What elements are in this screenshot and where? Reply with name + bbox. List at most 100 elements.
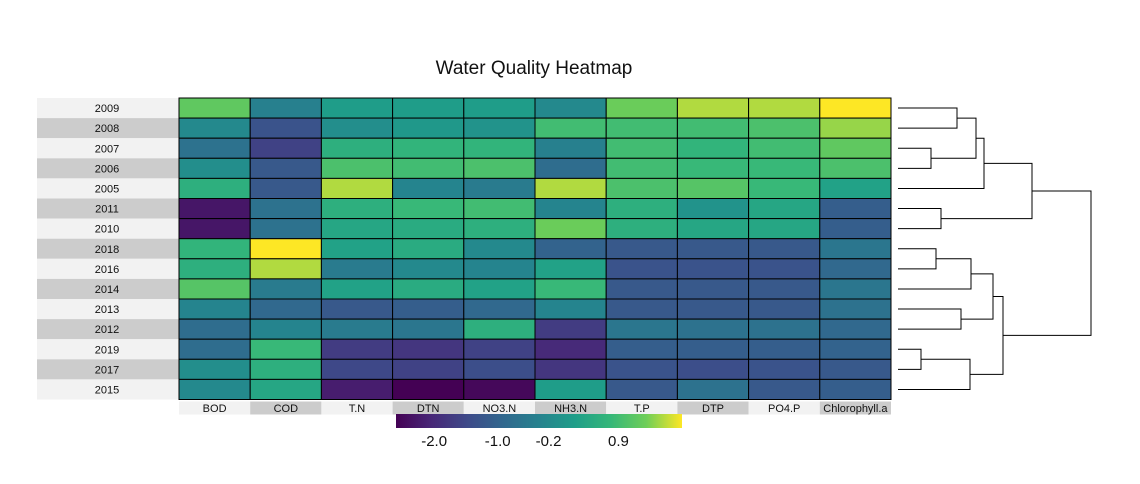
cell-2005-COD [249,177,322,199]
dendrogram-branch-J [898,308,962,330]
cell-2010-Chlorophyll.a [819,218,892,240]
cell-2008-DTN [392,117,465,139]
row-label-bg-2007 [37,138,179,159]
row-label-2007: 2007 [95,143,119,155]
cell-2013-T.P [605,298,678,320]
cell-2010-DTN [392,218,465,240]
cell-2010-T.N [320,218,394,240]
cell-2011-BOD [178,198,251,220]
cell-2006-DTN [392,157,465,179]
column-label-BOD: BOD [203,403,227,415]
heatmap-cells [178,97,892,400]
column-label-DTN: DTN [417,403,440,415]
cell-2019-DTP [676,338,750,360]
cell-2014-T.P [605,278,678,300]
cell-2013-DTP [676,298,750,320]
cell-2013-DTN [392,298,465,320]
column-label-bg-T.N [321,401,393,415]
cell-2016-T.N [320,258,394,280]
cell-2013-NO3.N [463,298,536,320]
cell-2016-COD [249,258,322,280]
row-label-2012: 2012 [95,324,119,336]
row-label-2011: 2011 [95,204,119,216]
row-label-bg-2013 [37,299,179,320]
cell-2005-T.P [605,177,678,199]
column-label-COD: COD [274,403,299,415]
colorbar-tick-label: 0.9 [608,433,629,450]
cell-2011-NH3.N [534,198,607,220]
cell-2006-T.P [605,157,678,179]
row-label-2015: 2015 [95,384,119,396]
colorbar-tick-label: -0.2 [536,433,562,450]
cell-2009-Chlorophyll.a [819,97,892,119]
cell-2006-COD [249,157,322,179]
cell-2006-T.N [320,157,394,179]
chart-title: Water Quality Heatmap [435,58,633,79]
column-label-bg-BOD [179,401,251,415]
cell-2005-T.N [320,177,394,199]
cell-2009-T.P [605,97,678,119]
cell-2019-NO3.N [463,338,536,360]
dendrogram-branch-R [1003,190,1092,336]
cell-2008-DTP [676,117,750,139]
cell-2006-BOD [178,157,251,179]
cell-2012-DTN [392,318,465,340]
dendrogram-branch-I [898,258,972,290]
cell-2016-T.P [605,258,678,280]
cell-2008-NO3.N [463,117,536,139]
cell-2011-Chlorophyll.a [819,198,892,220]
row-label-2008: 2008 [95,123,119,135]
cell-2008-BOD [178,117,251,139]
dendrogram-branch-A [898,107,958,129]
dendrogram-branch-D [931,117,977,159]
cell-2015-DTP [676,378,750,400]
cell-2013-BOD [178,298,251,320]
row-label-bg-2010 [37,218,179,239]
cell-2011-T.N [320,198,394,220]
cell-2012-Chlorophyll.a [819,318,892,340]
cell-2007-T.N [320,137,394,159]
cell-2017-T.P [605,358,678,380]
cell-2011-NO3.N [463,198,536,220]
row-label-bg-2011 [37,198,179,219]
cell-2009-T.N [320,97,394,119]
dendrogram-branch-K [961,273,994,320]
column-label-bg-COD [250,401,322,415]
cell-2017-DTN [392,358,465,380]
cell-2016-PO4.P [748,258,821,280]
dendrogram-branch-E [898,137,985,189]
cell-2018-NH3.N [534,238,607,260]
row-label-bg-2019 [37,339,179,360]
cell-2016-Chlorophyll.a [819,258,892,280]
cell-2017-NH3.N [534,358,607,380]
cell-2019-T.N [320,338,394,360]
cell-2017-BOD [178,358,251,380]
cell-2011-T.P [605,198,678,220]
cell-2015-BOD [178,378,251,400]
row-label-bg-2009 [37,98,179,119]
cell-2019-Chlorophyll.a [819,338,892,360]
cell-2018-PO4.P [748,238,821,260]
cell-2005-Chlorophyll.a [819,177,892,199]
cell-2012-NH3.N [534,318,607,340]
cell-2017-PO4.P [748,358,821,380]
cell-2006-NH3.N [534,157,607,179]
cell-2014-BOD [178,278,251,300]
row-labels: 2009 2008 2007 2006 2005 2011 2010 2018 2016 2014… [37,98,179,400]
cell-2018-T.P [605,238,678,260]
cell-2012-T.P [605,318,678,340]
cell-2012-COD [249,318,322,340]
cell-2015-COD [249,378,322,400]
row-label-bg-2008 [37,118,179,139]
cell-2017-T.N [320,358,394,380]
column-label-NH3.N: NH3.N [554,403,587,415]
cell-2006-PO4.P [748,157,821,179]
colorbar-tick-label: -1.0 [485,433,511,450]
column-label-T.P: T.P [634,403,650,415]
cell-2018-COD [249,238,322,260]
cell-2007-NO3.N [463,137,536,159]
row-label-bg-2018 [37,238,179,259]
cell-2005-PO4.P [748,177,821,199]
cell-2009-PO4.P [748,97,821,119]
row-label-2017: 2017 [95,364,119,376]
